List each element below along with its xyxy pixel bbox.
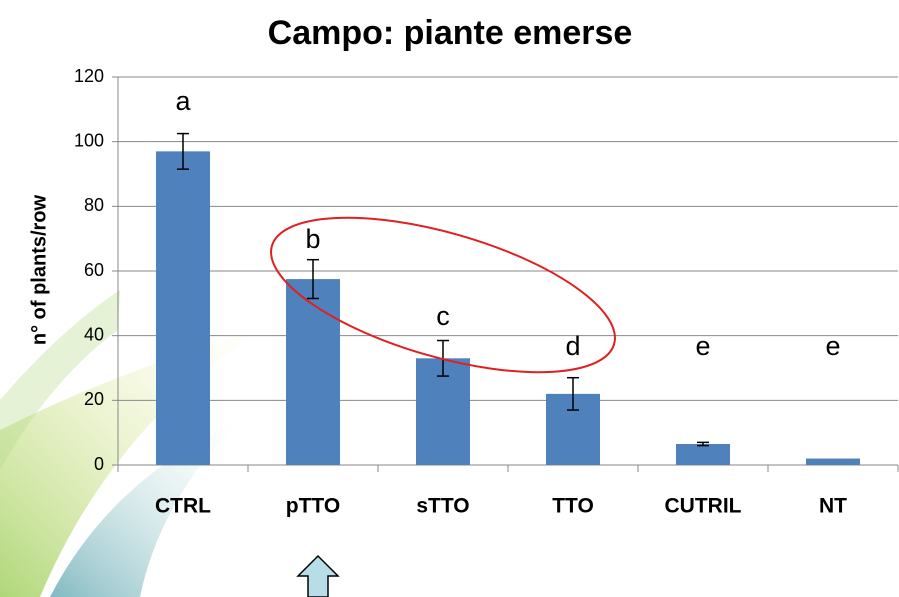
significance-letter: e: [825, 331, 840, 361]
y-tick-label: 80: [84, 195, 104, 215]
plot-area: 0 20 40 60 80 100 120 CTRL a pTTO b sTTO c TTO d CUTRIL…: [74, 66, 899, 518]
highlight-ellipse: [270, 216, 616, 374]
arrow-icon: [296, 554, 340, 597]
significance-letter: b: [305, 224, 320, 254]
y-tick-label: 0: [94, 454, 104, 474]
significance-letter: e: [695, 331, 710, 361]
x-tick-label: TTO: [552, 495, 594, 518]
x-tick-label: CTRL: [155, 495, 211, 518]
bar: [156, 151, 210, 465]
bar: [806, 458, 860, 465]
x-tick-label: sTTO: [416, 495, 469, 518]
y-tick-label: 40: [84, 324, 104, 344]
x-tick-label: NT: [819, 495, 847, 518]
chart-title: Campo: piante emerse: [268, 14, 633, 52]
significance-letter: a: [175, 86, 191, 116]
y-tick-label: 20: [84, 389, 104, 409]
y-tick-label: 100: [74, 130, 104, 150]
bar: [286, 279, 340, 465]
y-axis-label: n° of plants/row: [28, 194, 50, 345]
significance-letter: d: [565, 331, 580, 361]
y-tick-label: 120: [74, 66, 104, 86]
x-tick-label: CUTRIL: [665, 495, 742, 518]
x-tick-label: pTTO: [286, 495, 340, 518]
y-tick-label: 60: [84, 260, 104, 280]
significance-letter: c: [436, 301, 450, 331]
bar: [676, 443, 730, 465]
